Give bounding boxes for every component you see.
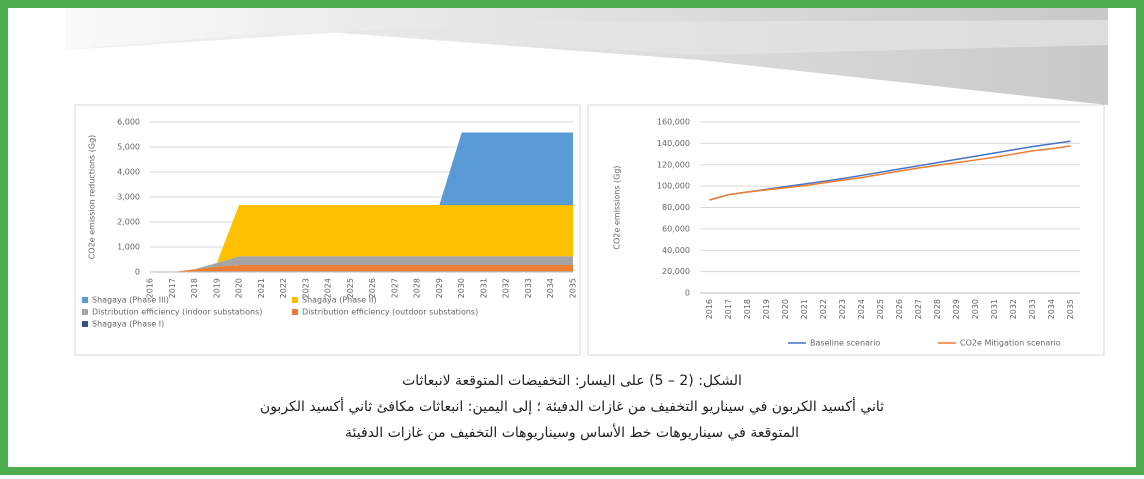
y-tick-label: 100,000	[657, 182, 690, 191]
x-tick-label: 2024	[857, 299, 866, 319]
y-tick-label: 3,000	[117, 193, 140, 202]
legend-label: Shagaya (Phase III)	[92, 296, 169, 305]
x-tick-label: 2028	[413, 278, 422, 298]
y-tick-label: 6,000	[117, 118, 140, 127]
x-tick-label: 2031	[479, 278, 488, 298]
y-tick-label: 1,000	[117, 243, 140, 252]
x-tick-label: 2016	[705, 299, 714, 319]
x-tick-label: 2018	[190, 278, 199, 298]
legend-label: Shagaya (Phase II)	[302, 296, 377, 305]
x-tick-label: 2027	[390, 278, 399, 298]
x-tick-label: 2016	[146, 278, 155, 298]
x-tick-label: 2023	[838, 299, 847, 319]
x-tick-label: 2035	[1066, 299, 1075, 319]
x-tick-label: 2033	[524, 278, 533, 298]
legend-label: Distribution efficiency (indoor substati…	[92, 308, 262, 317]
x-tick-label: 2029	[952, 299, 961, 319]
area	[150, 265, 573, 272]
x-tick-label: 2027	[914, 299, 923, 319]
y-tick-label: 2,000	[117, 218, 140, 227]
x-tick-label: 2032	[1009, 299, 1018, 319]
x-tick-label: 2030	[457, 278, 466, 298]
x-tick-label: 2017	[724, 299, 733, 319]
x-tick-label: 2020	[235, 278, 244, 298]
x-tick-label: 2033	[1028, 299, 1037, 319]
y-tick-label: 5,000	[117, 143, 140, 152]
chart-frame	[587, 104, 1105, 356]
x-tick-label: 2034	[1047, 299, 1056, 319]
legend-swatch	[82, 309, 88, 315]
x-tick-label: 2025	[346, 278, 355, 298]
x-tick-label: 2025	[876, 299, 885, 319]
legend-swatch	[292, 297, 298, 303]
y-axis-title: CO2e emission reductions (Gg)	[88, 135, 97, 260]
y-tick-label: 160,000	[657, 118, 690, 127]
x-tick-label: 2017	[168, 278, 177, 298]
y-axis-title: CO2e emissions (Gg)	[613, 165, 622, 249]
x-tick-label: 2021	[800, 299, 809, 319]
x-tick-label: 2019	[212, 278, 221, 298]
legend-label: Distribution efficiency (outdoor substat…	[302, 308, 478, 317]
x-tick-label: 2034	[546, 278, 555, 298]
x-tick-label: 2018	[743, 299, 752, 319]
y-tick-label: 20,000	[662, 267, 690, 276]
x-tick-label: 2022	[819, 299, 828, 319]
x-tick-label: 2035	[569, 278, 578, 298]
legend-label: CO2e Mitigation scenario	[960, 339, 1061, 348]
caption-line: ثاني أكسيد الكربون في سيناريو التخفيف من…	[260, 397, 884, 415]
y-tick-label: 40,000	[662, 246, 690, 255]
x-tick-label: 2031	[990, 299, 999, 319]
x-tick-label: 2019	[762, 299, 771, 319]
x-tick-label: 2029	[435, 278, 444, 298]
x-tick-label: 2030	[971, 299, 980, 319]
x-tick-label: 2026	[368, 278, 377, 298]
y-tick-label: 60,000	[662, 224, 690, 233]
area	[150, 132, 573, 272]
x-tick-label: 2028	[933, 299, 942, 319]
area	[150, 256, 573, 272]
caption-line: المتوقعة في سيناريوهات خط الأساس وسيناري…	[345, 423, 799, 441]
y-tick-label: 0	[135, 268, 140, 277]
x-tick-label: 2023	[301, 278, 310, 298]
legend-label: Shagaya (Phase I)	[92, 320, 164, 329]
y-tick-label: 4,000	[117, 168, 140, 177]
legend-swatch	[292, 309, 298, 315]
x-tick-label: 2020	[781, 299, 790, 319]
x-tick-label: 2021	[257, 278, 266, 298]
x-tick-label: 2022	[279, 278, 288, 298]
x-tick-label: 2026	[895, 299, 904, 319]
legend-swatch	[82, 297, 88, 303]
legend-label: Baseline scenario	[810, 339, 880, 348]
banner-band	[65, 20, 1108, 55]
line	[709, 145, 1071, 201]
y-tick-label: 120,000	[657, 160, 690, 169]
x-tick-label: 2024	[324, 278, 333, 298]
y-tick-label: 0	[685, 289, 690, 298]
area	[150, 205, 573, 272]
caption-line: الشكل: (2 – 5) على اليسار: التخفيضات الم…	[402, 373, 742, 389]
x-tick-label: 2032	[502, 278, 511, 298]
y-tick-label: 140,000	[657, 139, 690, 148]
y-tick-label: 80,000	[662, 203, 690, 212]
legend-swatch	[82, 321, 88, 327]
